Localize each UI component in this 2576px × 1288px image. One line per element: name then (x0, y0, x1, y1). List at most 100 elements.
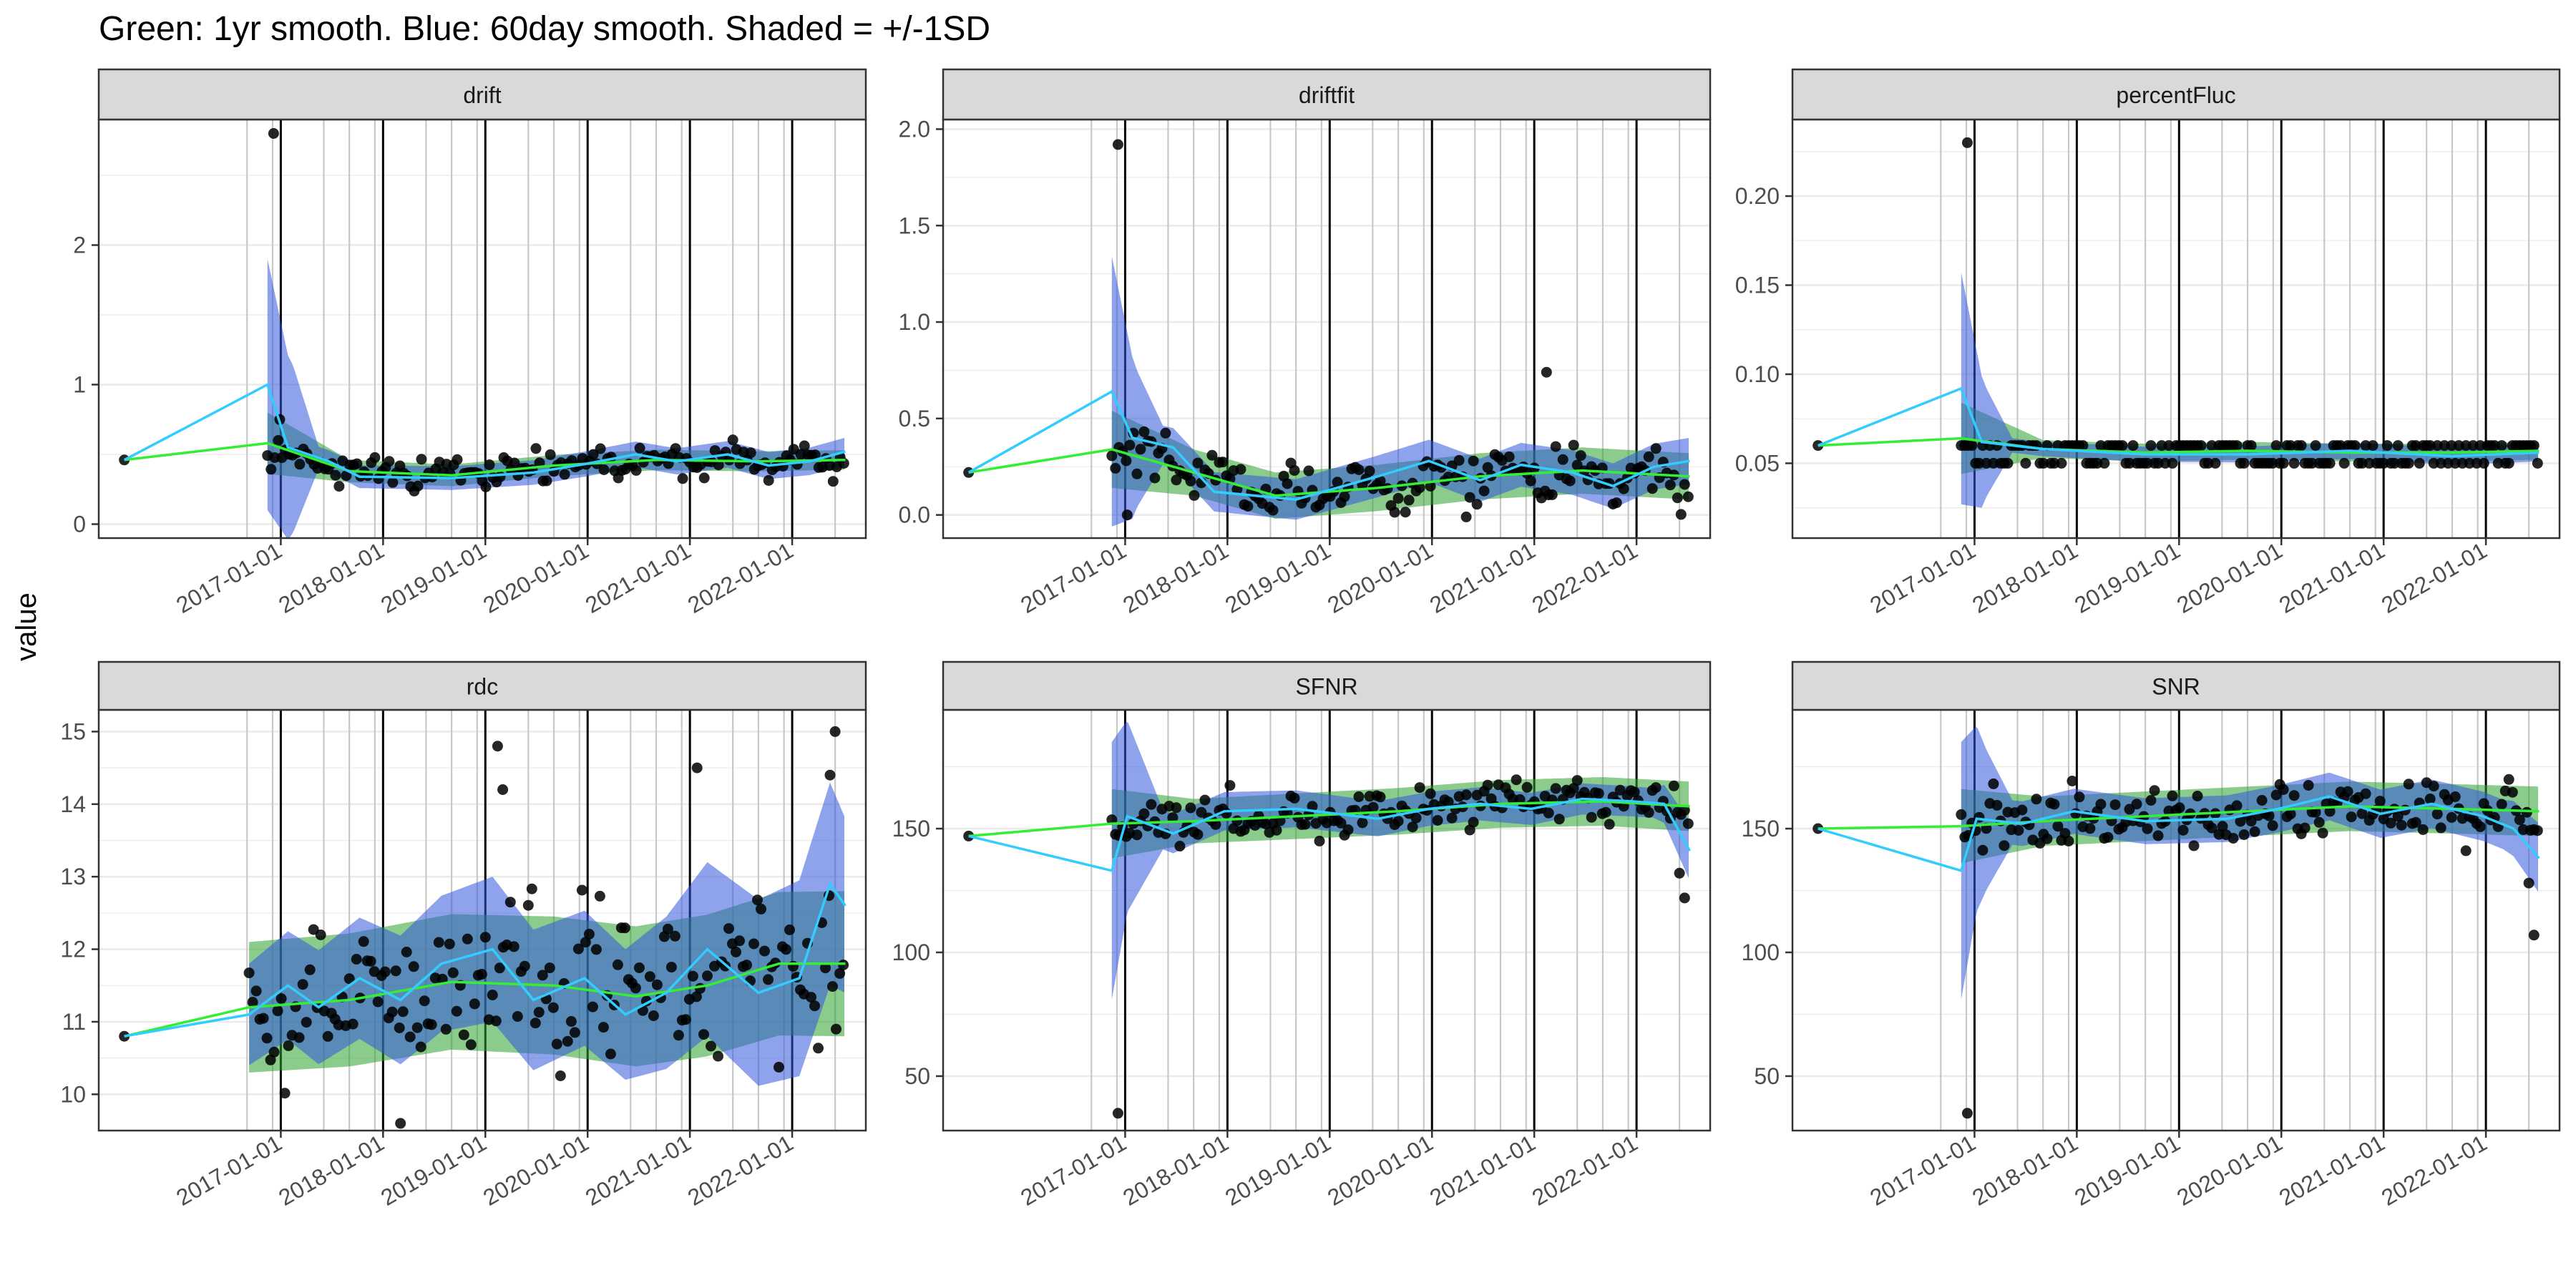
data-point (702, 970, 713, 982)
data-point (416, 454, 427, 465)
data-point (1289, 792, 1300, 804)
data-point (687, 970, 698, 982)
data-point (480, 482, 492, 492)
data-point (1138, 426, 1150, 437)
data-point (634, 442, 645, 454)
data-point (1541, 366, 1552, 378)
data-point (569, 1027, 580, 1038)
data-point (1425, 481, 1436, 492)
data-point (545, 449, 556, 460)
line-60day-smooth (124, 881, 847, 1038)
data-point (781, 944, 791, 955)
data-point (2063, 835, 2074, 847)
data-point (2177, 824, 2189, 836)
data-point (1611, 497, 1622, 509)
x-tick-label: 2018-01-01 (1118, 1130, 1233, 1211)
y-tick-label: 0.10 (1735, 361, 1780, 387)
data-point (1282, 478, 1293, 489)
data-point (2360, 788, 2371, 799)
data-point (1553, 814, 1565, 825)
data-point (1550, 783, 1561, 794)
y-tick-label: 2.0 (899, 116, 930, 142)
data-point (2249, 826, 2260, 837)
data-point (1543, 807, 1554, 819)
y-tick-label: 0.20 (1735, 183, 1780, 209)
data-point (1389, 507, 1400, 518)
data-point (1303, 465, 1314, 477)
facet-label: driftfit (1299, 82, 1355, 108)
data-point (547, 1002, 559, 1013)
data-point (2074, 791, 2085, 803)
data-point (2410, 816, 2421, 828)
data-point (1400, 507, 1411, 518)
data-point (1289, 464, 1300, 476)
data-point (555, 1070, 566, 1081)
data-point (644, 971, 655, 982)
data-point (386, 1006, 398, 1018)
data-point (272, 1005, 283, 1017)
data-point (2052, 821, 2064, 832)
data-point (1672, 492, 1683, 504)
data-point (595, 443, 606, 454)
data-point (458, 1029, 469, 1040)
data-point (1977, 844, 1989, 856)
data-point (1571, 775, 1583, 786)
data-point (1643, 806, 1654, 818)
y-axis-label: value (11, 592, 42, 661)
data-point (763, 974, 774, 985)
data-point (1650, 782, 1662, 794)
data-point (1185, 802, 1196, 814)
data-point (1471, 499, 1483, 510)
data-point (587, 449, 599, 460)
data-point (484, 459, 495, 470)
data-point (2514, 814, 2525, 826)
data-point (401, 470, 413, 482)
data-point (1342, 824, 1354, 836)
data-point (1460, 789, 1472, 801)
facet-strip (1791, 660, 2561, 711)
data-point (2188, 840, 2200, 852)
data-point (2231, 440, 2243, 452)
data-point (1961, 137, 1973, 148)
data-point (1367, 801, 1379, 813)
data-point (304, 964, 316, 975)
facet-panel-SNR: SNR 50 100 150 2017-01-012018-01-012019-01-0… (1742, 660, 2561, 1211)
data-point (651, 979, 663, 990)
data-point (691, 991, 702, 1002)
x-tick-label: 2018-01-01 (1968, 537, 2082, 618)
x-tick-label: 2017-01-01 (1865, 537, 1980, 618)
facet-label: drift (463, 82, 501, 108)
x-tick-label: 2018-01-01 (274, 1130, 389, 1211)
y-tick-label: 50 (904, 1063, 930, 1089)
data-point (2296, 440, 2307, 452)
facet-label: percentFluc (2116, 82, 2235, 108)
data-point (1464, 492, 1475, 503)
data-point (533, 1007, 545, 1018)
data-point (1192, 829, 1204, 840)
data-point (1403, 494, 1415, 506)
data-point (2449, 791, 2461, 802)
line-60day-smooth (968, 797, 1691, 872)
line-1yr-smooth (124, 962, 846, 1038)
line-1yr-smooth (124, 441, 846, 477)
data-point (723, 923, 734, 935)
data-point (2102, 831, 2114, 843)
data-point (2174, 802, 2185, 814)
data-point (497, 784, 509, 795)
data-point (806, 992, 816, 1003)
y-tick-label: 150 (1742, 816, 1780, 841)
data-point (2084, 823, 2096, 834)
data-point (243, 967, 255, 979)
data-point (2016, 804, 2028, 816)
data-point (745, 447, 756, 459)
facet-label: SFNR (1295, 674, 1357, 700)
data-point (1314, 835, 1325, 847)
data-point (1171, 802, 1182, 814)
panel-background (943, 710, 1710, 1131)
data-point (1353, 464, 1365, 475)
x-tick-label: 2022-01-01 (683, 1130, 798, 1211)
data-point (559, 469, 570, 480)
data-point (1991, 799, 2003, 811)
data-point (1167, 812, 1179, 824)
y-tick-label: 100 (1742, 940, 1780, 965)
